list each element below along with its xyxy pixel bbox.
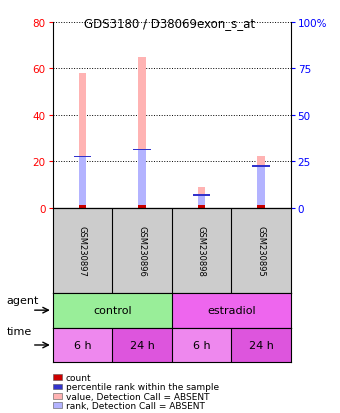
Bar [79,157,86,208]
Text: control: control [93,305,132,316]
Text: percentile rank within the sample: percentile rank within the sample [66,382,219,392]
Bar [133,149,151,151]
Bar [257,205,265,208]
Text: GDS3180 / D38069exon_s_at: GDS3180 / D38069exon_s_at [84,17,256,29]
Bar [231,328,291,363]
Bar [112,328,172,363]
Text: estradiol: estradiol [207,305,256,316]
Text: 6 h: 6 h [74,340,91,350]
Text: count: count [66,373,91,382]
Bar [138,205,146,208]
Bar [79,74,86,208]
Bar [231,208,291,293]
Bar [79,205,86,208]
Bar [252,166,270,167]
Text: 6 h: 6 h [193,340,210,350]
Bar [53,328,112,363]
Bar [73,156,91,158]
Text: rank, Detection Call = ABSENT: rank, Detection Call = ABSENT [66,401,204,410]
Text: GSM230895: GSM230895 [256,225,266,276]
Bar [198,195,205,208]
Bar [198,187,205,208]
Bar [53,208,112,293]
Text: agent: agent [7,296,39,306]
Text: GSM230898: GSM230898 [197,225,206,276]
Text: value, Detection Call = ABSENT: value, Detection Call = ABSENT [66,392,209,401]
Bar [53,293,172,328]
Bar [192,195,210,196]
Text: time: time [7,326,32,336]
Text: GSM230896: GSM230896 [137,225,147,276]
Bar [112,208,172,293]
Bar [138,57,146,208]
Bar [172,208,231,293]
Bar [172,293,291,328]
Bar [257,157,265,208]
Text: 24 h: 24 h [130,340,154,350]
Bar [138,150,146,208]
Bar [257,166,265,208]
Text: 24 h: 24 h [249,340,273,350]
Bar [172,328,231,363]
Text: GSM230897: GSM230897 [78,225,87,276]
Bar [198,205,205,208]
